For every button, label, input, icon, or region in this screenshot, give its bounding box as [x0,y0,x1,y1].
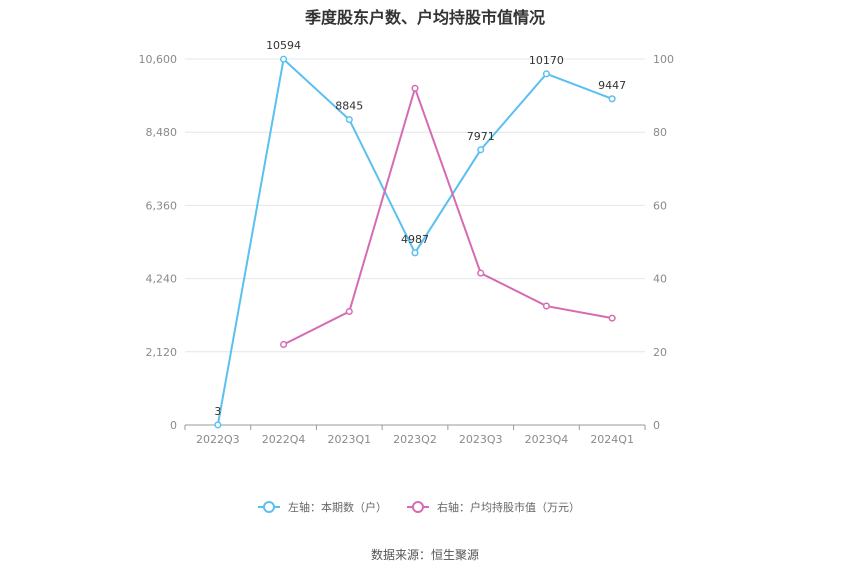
data-label: 9447 [598,79,626,92]
left-axis-tick-label: 0 [170,419,177,432]
right-series-line [283,85,613,346]
left-series-point [280,55,288,63]
x-axis-tick-label: 2023Q1 [327,433,371,446]
left-axis-tick-label: 2,120 [146,346,178,359]
left-series-point [345,116,353,124]
right-axis-tick-label: 100 [653,53,674,66]
right-axis-tick-label: 0 [653,419,660,432]
right-axis-tick-label: 40 [653,273,667,286]
legend-label: 左轴：本期数（户） [288,500,387,514]
right-series-point [345,307,353,316]
right-series-point [411,84,419,92]
x-axis-tick-label: 2023Q3 [459,433,503,446]
right-axis-tick-label: 20 [653,346,667,359]
right-series-point [477,269,485,277]
left-axis-tick-label: 8,480 [146,126,178,139]
left-series-point [214,421,222,429]
right-series-point [280,340,288,349]
data-label: 10170 [529,54,564,67]
right-series-point [542,302,550,310]
right-axis-tick-label: 60 [653,199,667,212]
legend-marker-icon [263,501,275,513]
x-axis-tick-label: 2023Q4 [525,433,569,446]
chart-title: 季度股东户数、户均持股市值情况 [304,8,545,27]
left-series-point [542,70,550,78]
left-series-point [477,146,485,154]
data-label: 10594 [266,39,301,52]
data-labels: 3 10594 8845 4987 7971 10170 9447 [214,39,626,418]
legend-label: 右轴：户均持股市值（万元） [437,500,580,514]
left-axis-tick-label: 6,360 [146,199,178,212]
legend-marker-icon [412,501,424,513]
x-axis-tick-label: 2022Q3 [196,433,240,446]
grid-lines [185,58,645,353]
series-layer [214,55,616,429]
left-axis-tick-label: 10,600 [139,53,178,66]
data-label: 4987 [401,233,429,246]
left-series-point [411,249,419,257]
axes: 0 0 2,120 20 4,240 40 6,360 60 8,480 80 10,600 100 2… [139,53,675,446]
x-axis-tick-label: 2022Q4 [262,433,306,446]
x-axis-tick-label: 2023Q2 [393,433,437,446]
x-axis-tick-label: 2024Q1 [590,433,634,446]
right-series-point [608,314,616,322]
data-label: 3 [214,405,221,418]
data-label: 7971 [467,130,495,143]
data-source: 数据来源：恒生聚源 [370,548,479,562]
left-series-point [608,95,616,103]
legend: 左轴：本期数（户） 右轴：户均持股市值（万元） [258,500,580,514]
right-axis-tick-label: 80 [653,126,667,139]
data-label: 8845 [335,100,363,113]
left-axis-tick-label: 4,240 [146,273,178,286]
